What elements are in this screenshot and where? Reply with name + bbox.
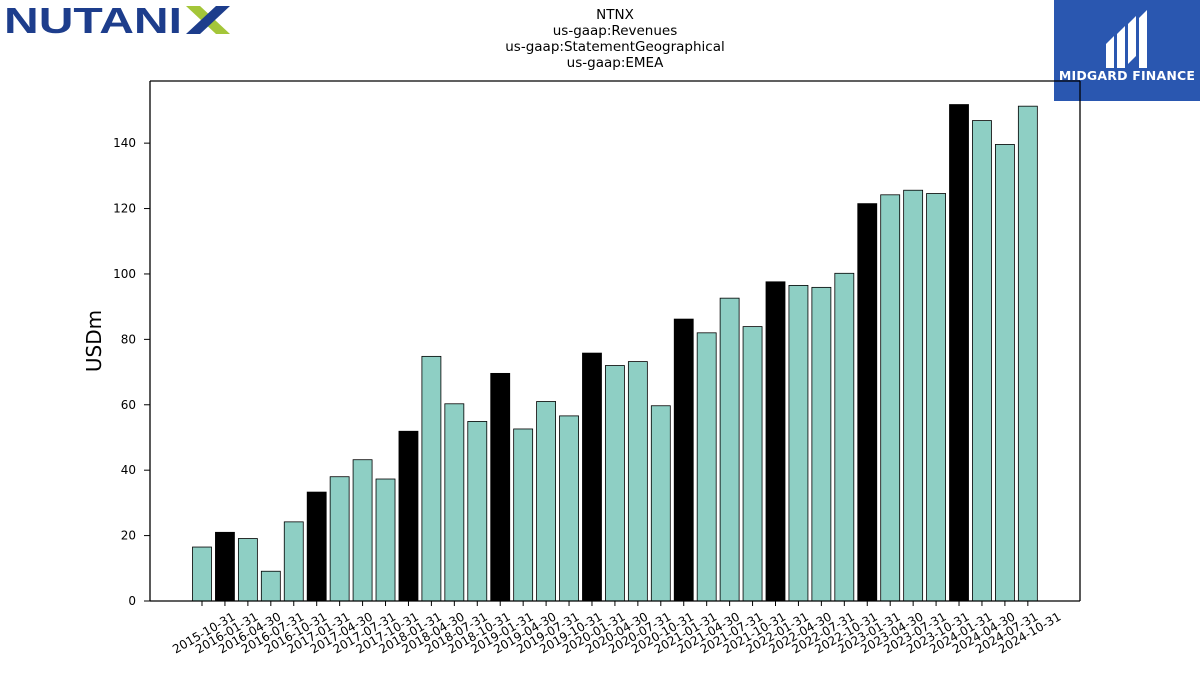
bar-2017-04-30 xyxy=(329,476,350,602)
bar-2019-07-31 xyxy=(536,401,556,602)
bar-2023-07-31 xyxy=(903,189,924,602)
bar-2018-07-31 xyxy=(444,403,465,602)
bar-2024-01-31 xyxy=(949,104,969,602)
bar-series xyxy=(192,104,1038,602)
y-tick-label: 80 xyxy=(121,332,136,346)
y-tick-label: 0 xyxy=(128,594,136,608)
bar-2024-07-31 xyxy=(995,144,1015,602)
bar-2016-01-31 xyxy=(215,531,235,602)
bar-2021-01-31 xyxy=(673,318,694,602)
x-axis-ticks: 2015-10-312016-01-312016-04-302016-07-31… xyxy=(170,601,1063,656)
bar-2018-04-30 xyxy=(421,355,442,602)
y-tick-label: 60 xyxy=(121,398,136,412)
bar-2017-07-31 xyxy=(352,459,373,602)
title-line-concept: us-gaap:Revenues xyxy=(552,23,678,39)
chart-title: NTNX us-gaap:Revenues us-gaap:StatementG… xyxy=(415,7,815,71)
bar-2016-04-30 xyxy=(237,538,258,602)
bar-2023-04-30 xyxy=(880,194,901,602)
y-axis-label: USDm xyxy=(82,310,106,372)
bar-2024-04-30 xyxy=(972,120,992,602)
bar-2021-07-31 xyxy=(719,297,740,602)
bar-2020-01-31 xyxy=(582,352,602,602)
y-axis-ticks: 0 20 40 60 80 100 120 140 xyxy=(113,136,150,608)
bar-2024-10-31 xyxy=(1017,105,1038,602)
bar-2019-04-30 xyxy=(513,428,534,602)
y-tick-label: 40 xyxy=(121,463,136,477)
bar-2021-04-30 xyxy=(696,332,717,602)
bar-2019-10-31 xyxy=(559,415,579,602)
bar-2021-10-31 xyxy=(742,326,763,602)
y-tick-label: 100 xyxy=(113,267,136,281)
bar-2019-01-31 xyxy=(490,372,511,602)
bar-2018-01-31 xyxy=(398,430,419,602)
y-tick-label: 120 xyxy=(113,202,136,216)
title-line-ticker: NTNX xyxy=(596,7,634,23)
bar-2017-10-31 xyxy=(375,478,396,602)
midgard-finance-text: MIDGARD FINANCE xyxy=(1058,68,1196,83)
bar-2022-07-31 xyxy=(811,286,832,602)
title-line-statement: us-gaap:StatementGeographical xyxy=(505,39,725,55)
midgard-finance-logo: MIDGARD FINANCE xyxy=(1054,0,1200,101)
y-tick-label: 20 xyxy=(121,529,136,543)
bar-2020-07-31 xyxy=(627,361,648,602)
bar-2022-01-31 xyxy=(765,281,786,602)
bar-2017-01-31 xyxy=(306,491,327,602)
bar-2016-07-31 xyxy=(260,570,281,602)
bar-2015-10-31 xyxy=(192,546,212,602)
bar-2016-10-31 xyxy=(283,521,304,602)
y-tick-label: 140 xyxy=(113,136,136,150)
bar-2020-10-31 xyxy=(650,405,671,602)
bar-2018-10-31 xyxy=(467,421,488,602)
bar-2020-04-30 xyxy=(605,365,625,602)
bar-2022-04-30 xyxy=(788,284,809,602)
bar-2023-01-31 xyxy=(857,203,878,602)
svg-text:NUTANI: NUTANI xyxy=(4,4,182,36)
bar-2023-10-31 xyxy=(926,193,946,602)
bar-2022-10-31 xyxy=(834,272,855,602)
nutanix-logo: NUTANI xyxy=(4,4,230,36)
title-line-member: us-gaap:EMEA xyxy=(566,55,664,71)
